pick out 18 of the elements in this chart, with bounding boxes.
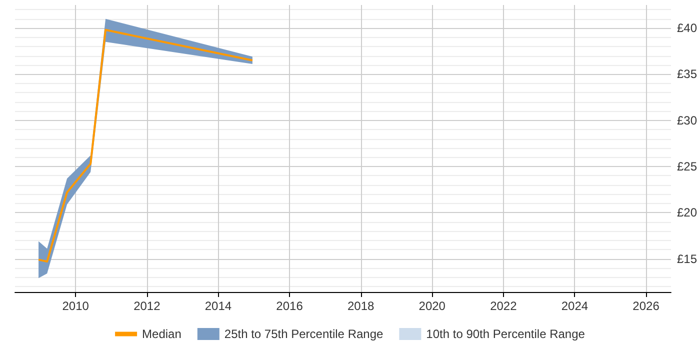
x-tick-label: 2020	[418, 299, 446, 313]
legend-label: 25th to 75th Percentile Range	[224, 327, 384, 341]
x-tick-label: 2022	[490, 299, 518, 313]
y-tick-label: £25	[676, 159, 698, 174]
y-tick-label: £20	[676, 206, 698, 220]
y-tick-label: £15	[676, 252, 698, 266]
x-tick-label: 2012	[134, 299, 161, 313]
y-tick-label: £40	[676, 21, 698, 36]
x-tick-label: 2024	[561, 299, 588, 313]
y-tick-label: £30	[676, 113, 698, 128]
x-tick-label: 2010	[62, 299, 90, 313]
y-tick-label: £35	[676, 67, 698, 82]
x-tick-label: 2026	[632, 299, 660, 313]
legend-label: 10th to 90th Percentile Range	[426, 327, 586, 341]
x-tick-label: 2014	[204, 299, 232, 313]
legend-label: Median	[142, 327, 182, 341]
x-tick-label: 2016	[276, 299, 304, 313]
x-tick-label: 2018	[347, 299, 374, 313]
